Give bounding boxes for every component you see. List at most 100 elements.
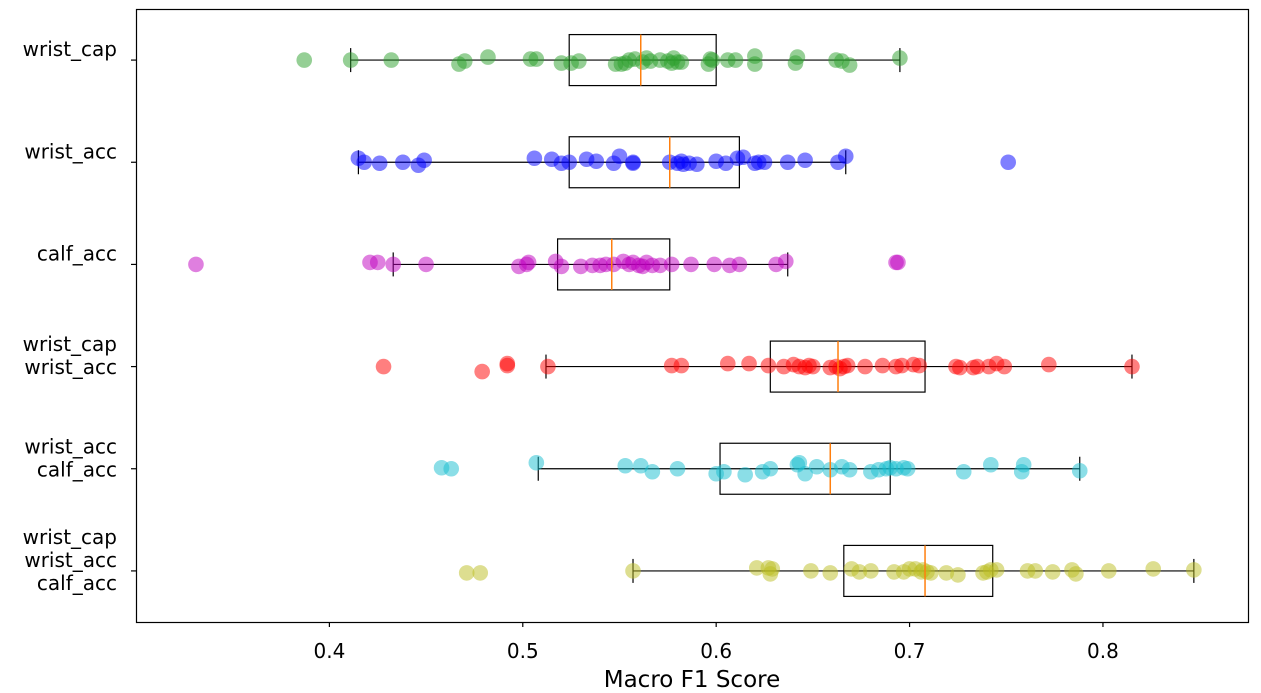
data-point <box>683 256 699 273</box>
y-tick-label-line: wrist_acc <box>24 139 117 163</box>
data-point <box>588 153 605 170</box>
data-point <box>418 256 434 273</box>
data-point <box>673 54 690 70</box>
y-tick-label-line: calf_acc <box>37 571 117 595</box>
data-point <box>969 358 986 375</box>
data-point <box>375 358 392 375</box>
data-point <box>673 357 690 374</box>
data-point <box>988 562 1005 578</box>
y-tick-label-line: calf_acc <box>37 241 117 265</box>
y-tick-label: wrist_acc calf_acc <box>24 434 117 481</box>
data-point <box>789 49 806 65</box>
data-point <box>996 358 1013 375</box>
data-point <box>938 565 955 581</box>
x-axis-title: Macro F1 Score <box>604 667 781 693</box>
data-point <box>1000 154 1016 171</box>
data-point <box>982 456 999 473</box>
data-point <box>395 154 411 171</box>
data-point <box>719 355 736 372</box>
data-point <box>342 52 359 68</box>
data-point <box>797 465 813 482</box>
x-tick-label: 0.7 <box>894 639 926 663</box>
y-tick-label-line: wrist_acc <box>24 355 117 379</box>
y-tick-label: calf_acc <box>37 241 117 265</box>
data-point <box>1145 561 1162 577</box>
data-point <box>553 258 570 275</box>
data-point <box>458 565 475 581</box>
y-tick-label: wrist_cap <box>23 37 117 61</box>
data-point <box>416 152 432 169</box>
data-point <box>561 154 577 171</box>
data-point <box>716 463 732 480</box>
data-point <box>777 253 794 270</box>
data-point <box>748 560 765 576</box>
data-point <box>611 148 628 165</box>
y-tick-label: wrist_acc <box>24 139 117 163</box>
y-tick-label-line: calf_acc <box>37 457 117 481</box>
data-point <box>894 357 910 374</box>
data-point <box>383 52 400 68</box>
data-point <box>857 358 873 375</box>
data-point <box>706 256 723 273</box>
y-tick-label-line: wrist_cap <box>23 332 117 356</box>
data-point <box>520 254 537 271</box>
data-point <box>762 460 779 477</box>
data-point <box>652 257 668 274</box>
data-point <box>472 565 489 581</box>
data-point <box>617 457 634 474</box>
data-point <box>955 463 972 480</box>
y-tick-label: wrist_cap wrist_acc <box>23 332 117 379</box>
x-tick-label: 0.4 <box>313 639 345 663</box>
y-tick-label-line: wrist_cap <box>23 525 117 549</box>
data-point <box>632 457 649 474</box>
data-point <box>741 355 757 372</box>
data-point <box>950 567 966 583</box>
data-point <box>737 466 753 483</box>
data-point <box>704 52 721 68</box>
data-point <box>874 357 891 374</box>
data-point <box>1068 566 1084 582</box>
data-point <box>573 258 589 275</box>
data-point <box>851 564 868 580</box>
data-point <box>1044 564 1061 580</box>
data-point <box>625 154 641 171</box>
data-point <box>863 563 879 579</box>
data-point <box>443 460 460 477</box>
data-point <box>890 254 906 271</box>
data-point <box>735 149 752 166</box>
x-tick-label: 0.5 <box>507 639 539 663</box>
data-point <box>356 154 373 171</box>
data-point <box>839 357 856 374</box>
data-point <box>808 458 825 475</box>
data-point <box>911 357 928 374</box>
data-point <box>369 254 386 271</box>
data-point <box>474 363 490 380</box>
data-point <box>1100 563 1117 579</box>
data-point <box>923 565 939 581</box>
data-point <box>571 53 587 69</box>
x-tick-label: 0.6 <box>700 639 732 663</box>
plot-frame <box>135 8 1250 624</box>
data-point <box>731 256 748 273</box>
y-tick-label: wrist_cap wrist_acc calf_acc <box>23 525 117 595</box>
data-point <box>1186 562 1202 578</box>
data-point <box>1015 456 1032 473</box>
data-point <box>371 155 388 172</box>
data-point <box>822 565 839 581</box>
data-point <box>747 48 763 64</box>
data-point <box>1124 358 1140 375</box>
data-point <box>625 563 641 579</box>
y-tick-label-line: wrist_acc <box>24 548 117 572</box>
data-point <box>528 454 545 471</box>
data-point <box>892 50 908 66</box>
data-point <box>526 150 543 167</box>
data-point <box>540 358 556 375</box>
data-point <box>456 53 473 69</box>
data-point <box>764 561 781 577</box>
data-point <box>669 460 686 477</box>
data-point <box>797 152 813 169</box>
data-point <box>727 52 744 68</box>
data-point <box>841 57 858 73</box>
data-point <box>841 461 858 478</box>
